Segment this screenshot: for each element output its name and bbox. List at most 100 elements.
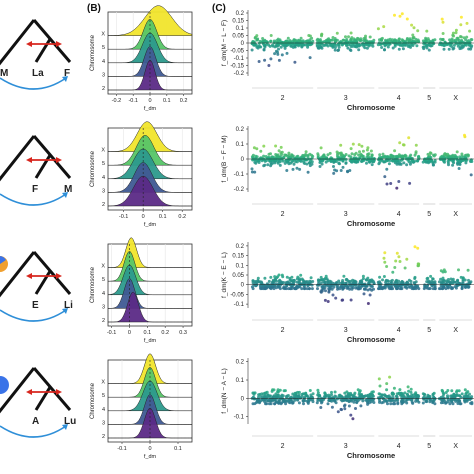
snp-point	[405, 17, 409, 21]
snp-point	[340, 41, 344, 45]
snp-point	[437, 280, 441, 284]
snp-point	[344, 35, 347, 39]
snp-point	[395, 278, 398, 282]
snp-point	[393, 266, 397, 269]
snp-point	[437, 397, 441, 401]
tree-label-center: La	[32, 68, 44, 79]
manhattan-y-axis-label: f_dm(M − L − F)	[221, 20, 228, 66]
snp-point	[269, 152, 272, 156]
snp-point	[287, 399, 291, 402]
snp-point	[390, 155, 394, 158]
snp-point	[293, 60, 297, 64]
snp-point	[424, 44, 428, 48]
ridge-y-tick-label: 4	[102, 407, 105, 413]
snp-point	[341, 286, 345, 290]
snp-point	[386, 45, 390, 49]
snp-point	[394, 39, 397, 43]
snp-point	[413, 245, 417, 249]
snp-point	[288, 401, 292, 405]
snp-point	[289, 395, 293, 399]
snp-point	[366, 153, 370, 157]
manhattan-y-tick-label: -0.1	[234, 302, 245, 308]
ridge-density-2	[107, 175, 192, 207]
snp-point	[273, 395, 277, 399]
snp-point	[450, 157, 454, 161]
ridge-x-tick-label: 0.3	[179, 330, 187, 336]
snp-point	[453, 41, 457, 44]
snp-point	[332, 165, 335, 168]
snp-point	[391, 270, 395, 274]
snp-point	[457, 394, 461, 398]
snp-point	[326, 300, 330, 303]
snp-point	[411, 286, 415, 290]
snp-point	[450, 389, 454, 393]
snp-point	[427, 287, 431, 291]
snp-point	[291, 282, 295, 286]
snp-point	[284, 395, 288, 398]
snp-point	[428, 151, 432, 155]
snp-point	[395, 392, 399, 396]
snp-point	[463, 133, 466, 137]
snp-point	[297, 38, 300, 42]
snp-point	[334, 296, 338, 300]
ridge-x-tick-label: 0	[148, 446, 151, 452]
snp-point	[395, 186, 399, 190]
manhattan-y-tick-label: 0.05	[232, 273, 244, 279]
ridge-y-tick-label: X	[101, 32, 105, 38]
snp-point	[269, 287, 273, 291]
snp-point	[306, 155, 310, 158]
arrowhead-left	[26, 157, 32, 163]
snp-point	[405, 163, 409, 167]
snp-point	[253, 402, 257, 406]
tree-branch	[0, 135, 36, 182]
ridge-panel: -0.2 -0.1 0 0.1 0.2 f_dm Chromosome X 5 4 3 2	[90, 5, 193, 112]
manhattan-y-tick-label: -0.05	[230, 49, 244, 55]
snp-point	[377, 162, 381, 166]
manhattan-panel: 0.2 0.1 0 -0.1 f_dm(N − A − L) 2 3 4 5 X Chromosom…	[221, 358, 474, 460]
snp-point	[384, 279, 388, 283]
snp-point	[389, 287, 393, 291]
snp-point	[257, 44, 261, 48]
tree-label-left: M	[0, 68, 8, 79]
snp-point	[286, 160, 290, 164]
snp-point	[333, 399, 337, 403]
snp-point	[351, 142, 355, 146]
snp-point	[367, 281, 371, 285]
snp-point	[269, 275, 273, 279]
snp-point	[450, 286, 454, 290]
snp-point	[431, 277, 435, 281]
snp-point	[396, 284, 400, 288]
snp-point	[251, 156, 255, 160]
snp-point	[307, 34, 311, 37]
snp-point	[273, 45, 277, 49]
snp-point	[287, 151, 291, 155]
snp-point	[380, 401, 384, 405]
snp-point	[276, 390, 280, 394]
snp-point	[367, 43, 371, 47]
manhattan-x-axis-label: Chromosome	[347, 335, 395, 344]
tree-branch	[34, 386, 52, 411]
snp-point	[341, 38, 345, 42]
snp-point	[261, 37, 265, 40]
ridge-density-5	[108, 135, 192, 166]
snp-point	[335, 285, 339, 289]
snp-point	[432, 153, 435, 157]
snp-point	[251, 279, 255, 283]
snp-point	[380, 393, 384, 397]
snp-point	[309, 276, 313, 280]
snp-point	[279, 41, 283, 45]
snp-point	[310, 287, 314, 291]
snp-point	[345, 390, 349, 394]
snp-point	[341, 279, 345, 282]
chromosome-label: X	[453, 327, 458, 334]
snp-point	[299, 273, 303, 277]
snp-point	[278, 160, 282, 164]
snp-point	[387, 162, 391, 166]
snp-point	[405, 38, 409, 42]
snp-point	[458, 163, 462, 166]
snp-point	[468, 392, 471, 396]
snp-point	[377, 282, 381, 286]
snp-point	[412, 26, 416, 30]
snp-point	[429, 398, 432, 402]
manhattan-y-tick-label: -0.2	[234, 71, 245, 77]
